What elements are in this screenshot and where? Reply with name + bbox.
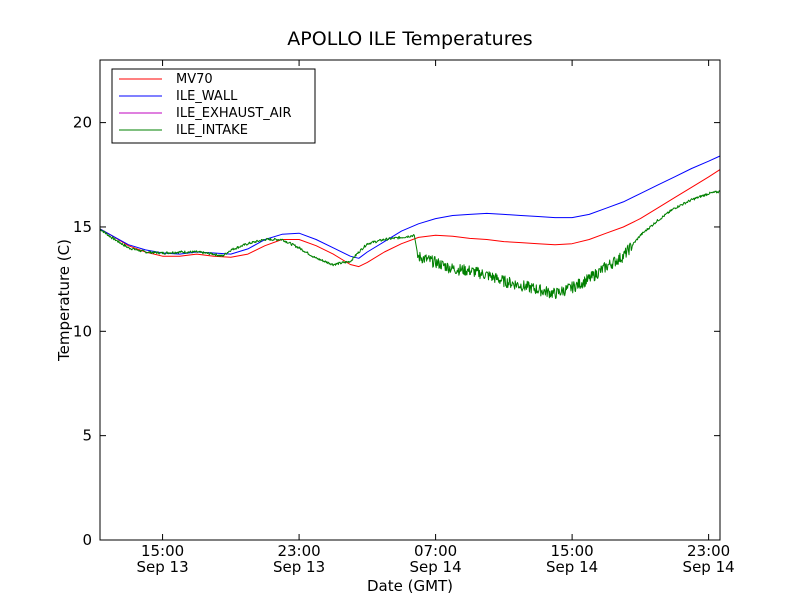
y-tick-label: 5 bbox=[82, 427, 92, 445]
series-layer bbox=[99, 155, 721, 299]
x-tick-label-date: Sep 13 bbox=[273, 558, 325, 576]
plot-area bbox=[99, 59, 721, 541]
x-axis-label: Date (GMT) bbox=[367, 577, 453, 595]
y-tick-label: 20 bbox=[73, 114, 92, 132]
y-axis-label: Temperature (C) bbox=[55, 239, 73, 362]
x-tick-label-date: Sep 13 bbox=[136, 558, 188, 576]
legend-label: ILE_WALL bbox=[176, 89, 238, 104]
series-ile-wall bbox=[99, 155, 721, 259]
y-tick-label: 15 bbox=[73, 218, 92, 236]
x-tick-label-time: 15:00 bbox=[550, 542, 593, 560]
legend: MV70 ILE_WALL ILE_EXHAUST_AIR ILE_INTAKE bbox=[111, 68, 316, 144]
x-tick-label-time: 07:00 bbox=[414, 542, 457, 560]
y-tick-label: 10 bbox=[73, 322, 92, 340]
series-ile-intake bbox=[99, 190, 721, 299]
legend-label: ILE_INTAKE bbox=[176, 123, 248, 138]
series-mv70 bbox=[99, 169, 721, 268]
legend-label: ILE_EXHAUST_AIR bbox=[176, 106, 292, 121]
x-tick-label-time: 23:00 bbox=[687, 542, 730, 560]
x-tick-label-date: Sep 14 bbox=[410, 558, 462, 576]
x-tick-label-time: 23:00 bbox=[277, 542, 320, 560]
x-tick-label-date: Sep 14 bbox=[683, 558, 735, 576]
x-tick-label-date: Sep 14 bbox=[546, 558, 598, 576]
y-axis: 0 5 10 15 20 bbox=[73, 114, 720, 549]
chart-title: APOLLO ILE Temperatures bbox=[287, 28, 532, 50]
y-tick-label: 0 bbox=[82, 531, 92, 549]
legend-box bbox=[111, 68, 316, 144]
x-tick-label-time: 15:00 bbox=[141, 542, 184, 560]
legend-label: MV70 bbox=[176, 72, 213, 87]
